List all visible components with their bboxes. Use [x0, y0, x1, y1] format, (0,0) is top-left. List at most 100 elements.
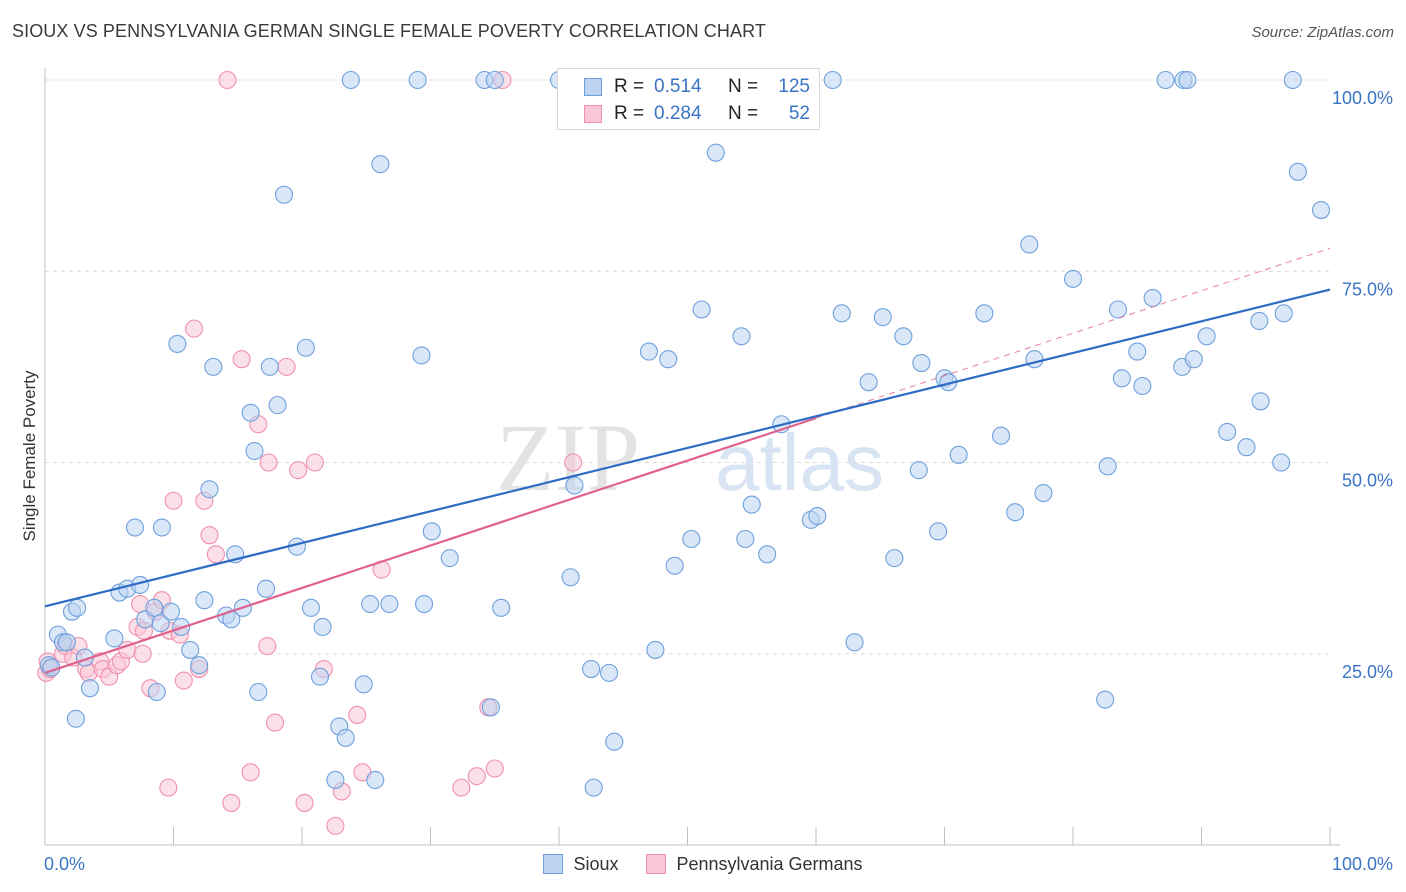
sioux-point [565, 476, 584, 495]
sioux-point [380, 594, 399, 614]
sioux-point [845, 633, 864, 652]
sioux-swatch [584, 78, 602, 96]
sioux-point [561, 568, 580, 587]
pennsylvania-germans-point [295, 793, 314, 812]
pg-legend-label: Pennsylvania Germans [676, 853, 863, 874]
sioux-point [600, 663, 619, 682]
pennsylvania-germans-point [258, 637, 277, 656]
pennsylvania-germans-point [200, 526, 219, 545]
sioux-point [975, 304, 994, 323]
sioux-point [582, 659, 601, 679]
sioux-point [584, 778, 603, 797]
sioux-point [245, 441, 264, 461]
x-tick-label-min: 0.0% [44, 854, 85, 874]
sioux-point [361, 594, 380, 614]
sioux-point [274, 185, 294, 204]
sioux-point [336, 728, 355, 747]
sioux-point [706, 143, 725, 162]
sioux-point [147, 682, 166, 702]
sioux-point [823, 70, 842, 90]
pennsylvania-germans-point [218, 70, 237, 90]
sioux-point [181, 640, 200, 659]
pennsylvania-germans-point [289, 461, 308, 480]
sioux-point [57, 633, 76, 652]
legend-item-pennsylvania-germans[interactable]: Pennsylvania Germans [646, 853, 863, 875]
sioux-point [1250, 311, 1269, 331]
sioux-point [310, 667, 330, 686]
n-value: 52 [788, 103, 810, 124]
sioux-point [1218, 422, 1237, 441]
pennsylvania-germans-point [232, 350, 251, 369]
sioux-point [1098, 457, 1117, 476]
legend-row-pennsylvania-germans: R = 0.284 N = 52 [558, 101, 810, 127]
pennsylvania-germans-point [222, 793, 241, 812]
sioux-point [949, 445, 968, 464]
tick-labels: 25.0% 50.0% 75.0% 100.0% 0.0% 100.0% [44, 88, 1393, 874]
pennsylvania-germans-point [241, 763, 260, 782]
n-key: N = [728, 103, 759, 124]
pennsylvania-germans-point [133, 644, 152, 663]
legend-item-sioux[interactable]: Sioux [543, 854, 618, 875]
sioux-point [1112, 369, 1131, 388]
watermark: ZIP atlas [496, 404, 884, 511]
sioux-point [152, 518, 171, 537]
pennsylvania-germans-point [259, 453, 278, 472]
sioux-point [366, 770, 385, 790]
sioux-point [1237, 438, 1256, 457]
sioux-point [991, 426, 1011, 445]
sioux-point [832, 304, 851, 323]
sioux-legend-swatch [543, 854, 564, 874]
sioux-point [415, 594, 434, 614]
r-value: 0.284 [654, 103, 702, 124]
y-tick-label: 25.0% [1342, 662, 1393, 682]
sioux-trend-line [44, 288, 1331, 608]
sioux-point [1311, 201, 1331, 220]
sioux-point [249, 682, 268, 702]
sioux-point [105, 629, 124, 648]
watermark-atlas: atlas [715, 418, 884, 507]
sioux-point [1063, 269, 1083, 288]
sioux-point [808, 506, 827, 526]
r-key: R = [614, 103, 645, 124]
sioux-point [66, 709, 85, 728]
sioux-point [732, 327, 751, 346]
sioux-point [1272, 453, 1291, 472]
sioux-point [195, 591, 214, 610]
sioux-points [39, 70, 1331, 797]
sioux-point [408, 70, 427, 90]
sioux-point [422, 522, 441, 541]
pg-swatch [584, 105, 602, 123]
sioux-point [68, 598, 87, 617]
sioux-point [646, 640, 665, 659]
sioux-point [125, 518, 144, 537]
sioux-point [1020, 235, 1039, 254]
sioux-point [145, 598, 164, 617]
pennsylvania-germans-point [265, 713, 285, 732]
sioux-point [412, 346, 431, 365]
sioux-point [909, 461, 928, 480]
source-note: Source: ZipAtlas.com [1251, 24, 1394, 41]
sioux-point [682, 529, 701, 549]
sioux-point [1096, 690, 1115, 709]
pennsylvania-germans-point [467, 767, 486, 786]
sioux-point [301, 598, 321, 617]
pennsylvania-germans-point [277, 357, 296, 376]
sioux-point [894, 327, 913, 346]
pennsylvania-germans-point [564, 453, 583, 472]
sioux-point [659, 350, 678, 369]
y-tick-label: 50.0% [1342, 471, 1393, 491]
sioux-point [859, 373, 878, 392]
sioux-point [873, 308, 892, 327]
pennsylvania-germans-trend-extension [815, 247, 1331, 419]
pennsylvania-germans-point [185, 319, 204, 338]
sioux-point [639, 342, 659, 361]
sioux-point [313, 617, 332, 637]
pennsylvania-germans-point [326, 816, 345, 835]
sioux-point [168, 334, 187, 353]
sioux-point [204, 357, 223, 376]
sioux-point [1197, 327, 1216, 346]
sioux-point [605, 732, 624, 751]
sioux-point [200, 480, 219, 499]
axes [44, 68, 1340, 846]
series-legend: Sioux Pennsylvania Germans [0, 852, 1406, 876]
